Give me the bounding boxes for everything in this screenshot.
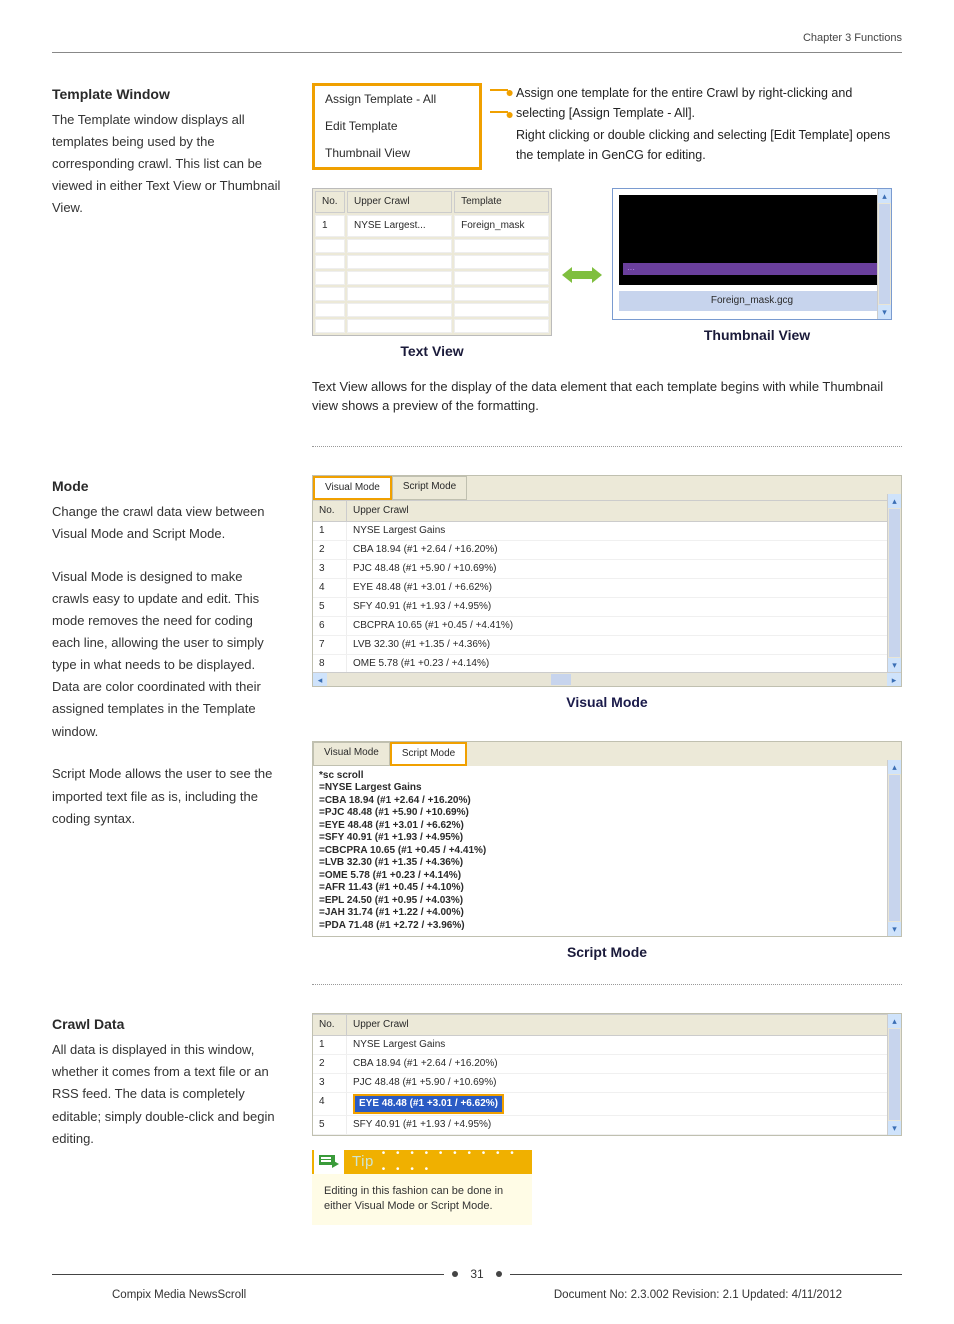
h-scrollbar[interactable]: ◂ ▸: [313, 672, 901, 686]
scroll-down-icon[interactable]: ▾: [888, 658, 901, 672]
mode-body1: Change the crawl data view between Visua…: [52, 501, 282, 545]
scroll-up-icon[interactable]: ▴: [888, 494, 901, 508]
scroll-right-icon[interactable]: ▸: [887, 673, 901, 686]
script-mode-panel: Visual Mode Script Mode *sc scroll=NYSE …: [312, 741, 902, 938]
bidirectional-arrow-icon: [562, 188, 602, 362]
tip-dots: • • • • • • • • • • • • • •: [382, 1146, 526, 1178]
scrollbar[interactable]: ▴ ▾: [877, 189, 891, 319]
editing-cell[interactable]: EYE 48.48 (#1 +3.01 / +6.62%): [353, 1094, 504, 1114]
section-divider: [312, 984, 902, 985]
scrollbar[interactable]: ▴ ▾: [887, 1014, 901, 1135]
col-no: No.: [313, 501, 347, 521]
annotation-edit: Right clicking or double clicking and se…: [516, 125, 902, 165]
table-row[interactable]: 1 NYSE Largest... Foreign_mask: [315, 215, 549, 237]
mode-body2: Visual Mode is designed to make crawls e…: [52, 566, 282, 743]
crawl-data-body: All data is displayed in this window, wh…: [52, 1039, 282, 1149]
visual-mode-panel: Visual Mode Script Mode No. Upper Crawl …: [312, 475, 902, 687]
visual-mode-caption: Visual Mode: [312, 691, 902, 713]
tip-text: Editing in this fashion can be done in e…: [312, 1174, 532, 1225]
scroll-up-icon[interactable]: ▴: [888, 1014, 901, 1028]
template-window-explain: Text View allows for the display of the …: [312, 377, 902, 416]
table-row[interactable]: 6CBCPRA 10.65 (#1 +0.45 / +4.41%): [313, 617, 901, 636]
tab-visual-mode[interactable]: Visual Mode: [313, 742, 390, 766]
thumbnail-filename: Foreign_mask.gcg: [619, 291, 885, 311]
col-upper-crawl: Upper Crawl: [347, 191, 452, 213]
table-row[interactable]: 2CBA 18.94 (#1 +2.64 / +16.20%): [313, 541, 901, 560]
col-no: No.: [313, 1015, 347, 1035]
table-row[interactable]: 7LVB 32.30 (#1 +1.35 / +4.36%): [313, 636, 901, 655]
table-row[interactable]: 1NYSE Largest Gains: [313, 1036, 901, 1055]
col-template: Template: [454, 191, 549, 213]
page-header: Chapter 3 Functions: [52, 30, 902, 53]
col-no: No.: [315, 191, 345, 213]
table-row[interactable]: 1NYSE Largest Gains: [313, 522, 901, 541]
crawl-data-panel: No. Upper Crawl 1NYSE Largest Gains2CBA …: [312, 1013, 902, 1136]
section-crawl-data: Crawl Data All data is displayed in this…: [52, 1013, 902, 1225]
section-template-window: Template Window The Template window disp…: [52, 83, 902, 426]
tab-visual-mode[interactable]: Visual Mode: [313, 476, 392, 500]
text-view-table: No. Upper Crawl Template 1 NYSE Largest.…: [312, 188, 552, 336]
section-divider: [312, 446, 902, 447]
page-number: 31: [466, 1265, 487, 1284]
scrollbar[interactable]: ▴ ▾: [887, 760, 901, 937]
table-row[interactable]: 5SFY 40.91 (#1 +1.93 / +4.95%): [313, 1116, 901, 1135]
table-row[interactable]: 5SFY 40.91 (#1 +1.93 / +4.95%): [313, 598, 901, 617]
context-menu: Assign Template - All Edit Template Thum…: [312, 83, 482, 171]
scroll-up-icon[interactable]: ▴: [888, 760, 901, 774]
script-text-area[interactable]: *sc scroll=NYSE Largest Gains=CBA 18.94 …: [313, 766, 901, 937]
menu-thumbnail-view[interactable]: Thumbnail View: [315, 140, 479, 167]
section-mode: Mode Change the crawl data view between …: [52, 475, 902, 964]
annotation-assign: Assign one template for the entire Crawl…: [516, 83, 902, 123]
script-mode-caption: Script Mode: [312, 941, 902, 963]
scroll-down-icon[interactable]: ▾: [878, 305, 891, 319]
footer-product: Compix Media NewsScroll: [112, 1286, 246, 1304]
table-row[interactable]: 8OME 5.78 (#1 +0.23 / +4.14%): [313, 655, 901, 672]
scroll-left-icon[interactable]: ◂: [313, 673, 327, 686]
mode-body3: Script Mode allows the user to see the i…: [52, 763, 282, 829]
page-footer: 31 Compix Media NewsScroll Document No: …: [52, 1265, 902, 1305]
table-row[interactable]: 4EYE 48.48 (#1 +3.01 / +6.62%): [313, 579, 901, 598]
thumbnail-view-caption: Thumbnail View: [612, 324, 902, 346]
col-upper-crawl: Upper Crawl: [347, 1015, 901, 1035]
scroll-down-icon[interactable]: ▾: [888, 922, 901, 936]
menu-assign-template-all[interactable]: Assign Template - All: [315, 86, 479, 113]
thumbnail-view-panel: ··· Foreign_mask.gcg ▴ ▾: [612, 188, 892, 320]
thumbnail-crawl-bar: ···: [623, 263, 881, 275]
scrollbar[interactable]: ▴ ▾: [887, 494, 901, 672]
scroll-down-icon[interactable]: ▾: [888, 1121, 901, 1135]
tab-script-mode[interactable]: Script Mode: [392, 476, 467, 500]
tip-icon: [314, 1150, 344, 1174]
footer-docinfo: Document No: 2.3.002 Revision: 2.1 Updat…: [554, 1286, 842, 1304]
crawl-data-title: Crawl Data: [52, 1013, 282, 1035]
col-upper-crawl: Upper Crawl: [347, 501, 901, 521]
table-row[interactable]: 3PJC 48.48 (#1 +5.90 / +10.69%): [313, 560, 901, 579]
table-row[interactable]: 3PJC 48.48 (#1 +5.90 / +10.69%): [313, 1074, 901, 1093]
tab-script-mode[interactable]: Script Mode: [390, 742, 467, 766]
mode-title: Mode: [52, 475, 282, 497]
template-window-title: Template Window: [52, 83, 282, 105]
table-row[interactable]: 4EYE 48.48 (#1 +3.01 / +6.62%): [313, 1093, 901, 1116]
template-window-body: The Template window displays all templat…: [52, 109, 282, 219]
text-view-caption: Text View: [312, 340, 552, 362]
tip-box: Tip • • • • • • • • • • • • • • Editing …: [312, 1150, 532, 1225]
menu-edit-template[interactable]: Edit Template: [315, 113, 479, 140]
scroll-up-icon[interactable]: ▴: [878, 189, 891, 203]
table-row[interactable]: 2CBA 18.94 (#1 +2.64 / +16.20%): [313, 1055, 901, 1074]
thumbnail-preview[interactable]: ···: [619, 195, 885, 285]
tip-label: Tip: [352, 1150, 374, 1174]
